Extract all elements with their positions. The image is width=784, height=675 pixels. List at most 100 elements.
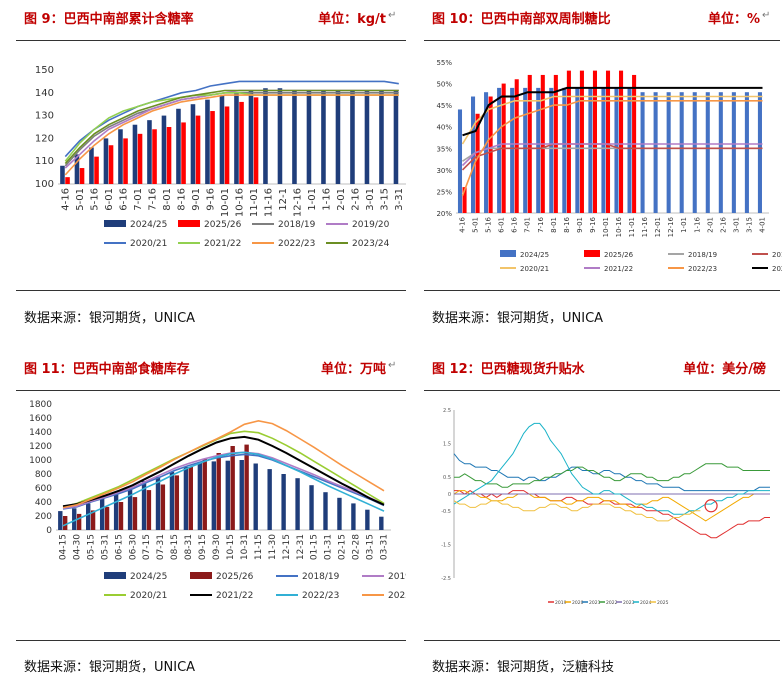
bar-2024-25: [627, 87, 632, 213]
y-tick-label: 55%: [436, 59, 452, 67]
bar-2024-25: [523, 87, 528, 213]
bar-2025-26: [160, 484, 166, 530]
bar-2024-25: [169, 471, 175, 530]
x-tick-label: 5-16: [485, 216, 493, 232]
bar-2025-26: [216, 453, 221, 530]
line-2022-23: [461, 99, 763, 196]
x-tick-label: 10-16: [234, 188, 245, 217]
y-tick-label: 1.5: [443, 442, 451, 448]
bar-2025-26: [475, 113, 480, 213]
legend-label: 2022: [606, 600, 618, 606]
figure-9-unit: 单位：kg/t: [318, 12, 386, 27]
bar-2024-25: [379, 90, 384, 184]
y-tick-label: 120: [35, 133, 54, 144]
bar-2024-25: [132, 124, 138, 184]
x-tick-label: 6-01: [104, 188, 115, 211]
bar-2024-25: [161, 115, 167, 184]
x-tick-label: 7-01: [524, 217, 532, 233]
legend-label: 2021/22: [216, 591, 253, 601]
bar-2025-26: [202, 458, 207, 530]
y-tick-label: 200: [35, 512, 52, 522]
figure-12-source: 数据来源：银河期货，泛糖科技: [432, 660, 615, 675]
x-tick-label: 10-31: [240, 534, 250, 560]
bar-2025-26: [210, 111, 215, 184]
x-tick-label: 04-15: [58, 534, 68, 560]
legend-label: 2020/21: [130, 591, 167, 601]
y-tick-label: -2.5: [441, 576, 451, 582]
y-tick-label: 140: [35, 88, 54, 99]
bar-2024-25: [127, 488, 133, 530]
bar-2025-26: [132, 497, 138, 530]
bar-2024-25: [190, 104, 196, 184]
bar-2024-25: [718, 92, 723, 213]
y-tick-label: 110: [35, 156, 54, 167]
bar-2025-26: [619, 70, 624, 213]
bar-2024-25: [575, 87, 580, 213]
figure-10-bottom-rule: [424, 290, 780, 291]
bar-2025-26: [514, 79, 519, 213]
bar-2025-26: [104, 506, 110, 530]
y-tick-label: 35%: [436, 145, 452, 153]
y-tick-label: 400: [35, 498, 52, 508]
bar-2024-25: [267, 469, 272, 530]
y-tick-label: 150: [35, 65, 54, 76]
figure-11-top-rule: [16, 390, 406, 391]
y-tick-label: 1200: [29, 442, 52, 452]
bar-2024-25: [335, 90, 341, 184]
y-tick-label: 800: [35, 470, 52, 480]
figure-12-chart: 2.5 1.5 0.5 0 -0.5 -1.5 -2.5 2019 2020 2021 2022 20…: [441, 408, 770, 606]
x-tick-label: 4-16: [60, 188, 71, 211]
legend-swatch: [104, 572, 126, 579]
x-tick-label: 5-01: [472, 217, 480, 233]
bar-2025-26: [579, 70, 584, 213]
legend-label: 2025: [657, 600, 669, 606]
legend-label: 2023/24: [772, 265, 782, 273]
x-tick-label: 08-15: [170, 534, 180, 560]
bar-2025-26: [79, 168, 85, 184]
x-tick-label: 10-01: [220, 188, 231, 217]
bar-2024-25: [89, 147, 94, 184]
y-tick-label: 0: [448, 492, 451, 498]
bar-2024-25: [141, 481, 147, 530]
series-2025: [453, 500, 701, 522]
bar-2024-25: [86, 503, 91, 530]
bar-2024-25: [562, 87, 567, 213]
bar-2024-25: [263, 88, 268, 184]
x-tick-label: 6-16: [511, 216, 519, 232]
bar-2024-25: [58, 511, 63, 530]
y-tick-label: 1800: [29, 400, 52, 410]
y-tick-label: 1400: [29, 428, 52, 438]
bar-2024-25: [588, 87, 593, 213]
bar-2024-25: [103, 138, 109, 184]
legend-label: 2022/23: [278, 239, 315, 249]
bar-2024-25: [337, 497, 342, 530]
legend-label: 2022/23: [688, 265, 717, 273]
x-tick-label: 08-31: [184, 534, 194, 560]
bar-2024-25: [679, 92, 684, 213]
bar-2025-26: [488, 96, 493, 213]
y-tick-label: 20%: [436, 210, 452, 218]
line-2021-22: [461, 143, 763, 167]
y-tick-label: 1600: [29, 414, 52, 424]
bar-2024-25: [351, 503, 356, 530]
legend-label: 2021/22: [604, 265, 633, 273]
bar-2025-26: [90, 510, 96, 530]
line-2018-19: [62, 453, 385, 510]
figure-11-title: 图 11：巴西中南部食糖库存: [24, 362, 190, 377]
legend-label: 2018/19: [688, 251, 717, 259]
figure-10-chart: 55% 50% 45% 40% 35% 30% 25% 20% 4-16 5-01 5-16 6-01…: [436, 59, 782, 273]
legend-label: 2019/20: [388, 572, 406, 582]
y-tick-label: 2.5: [443, 408, 451, 414]
x-tick-label: 1-16: [693, 216, 701, 232]
y-tick-label: 50%: [436, 81, 452, 89]
figure-12-top-rule: [424, 390, 780, 391]
legend-label: 2025/26: [216, 572, 254, 582]
bar-2024-25: [113, 493, 119, 530]
legend-swatch: [190, 572, 212, 579]
bar-2024-25: [292, 90, 297, 184]
x-tick-label: 11-15: [254, 534, 264, 560]
bar-2024-25: [211, 461, 217, 530]
bar-2024-25: [364, 90, 370, 184]
x-tick-label: 4-16: [459, 216, 467, 232]
series-2020: [453, 490, 770, 522]
